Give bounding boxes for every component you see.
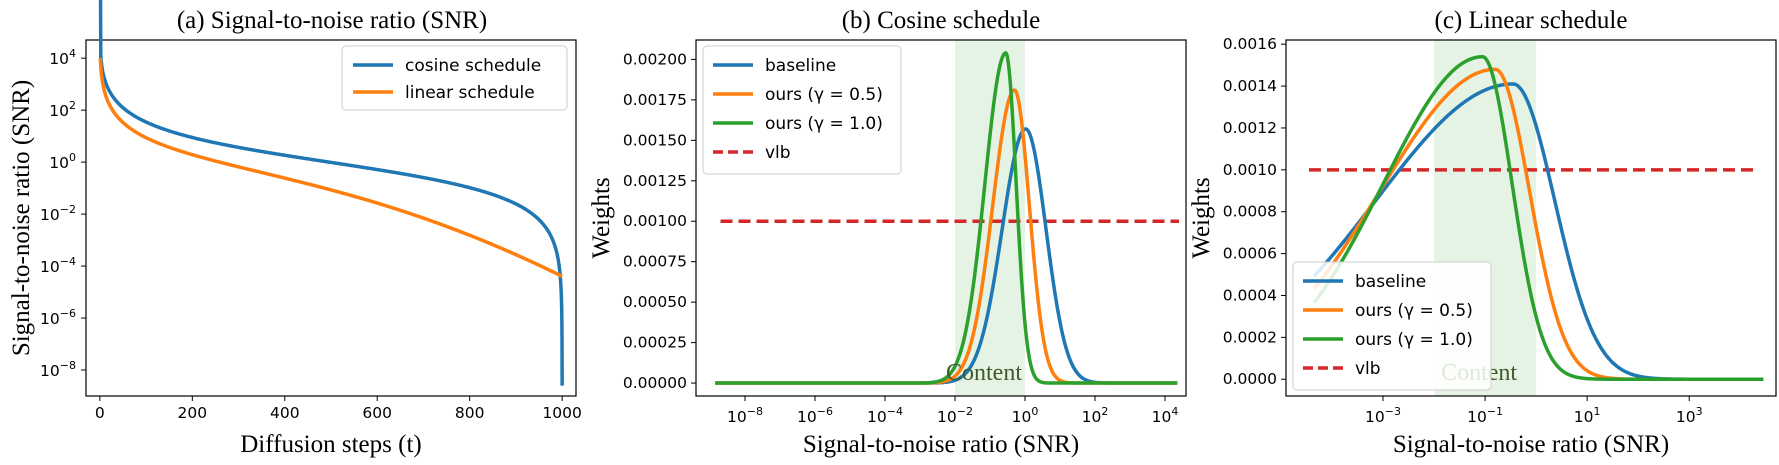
panel-a-xtick-label: 600: [362, 404, 392, 422]
panel-a-xtick-label: 1000: [542, 404, 581, 422]
panel-b-ytick-label: 0.00200: [623, 50, 687, 68]
panel-c-series-line-ours-1-0: [1312, 54, 1764, 381]
panel-b-legend: baseline ours (γ = 0.5) ours (γ = 1.0) v…: [702, 45, 902, 175]
panel-c-ylabel: Weights: [1188, 177, 1215, 258]
legend-label-ours-05: ours (γ = 0.5): [765, 85, 883, 105]
panel-b-ytick-label: 0.00175: [623, 91, 687, 109]
panel-c-legend-box: [1292, 261, 1492, 391]
legend-label-linear: linear schedule: [405, 83, 535, 103]
panel-a-ytick-label: 10−6: [40, 307, 76, 328]
panel-c-legend: baseline ours (γ = 0.5) ours (γ = 1.0) v…: [1292, 261, 1492, 391]
panel-b-xlabel: Signal-to-noise ratio (SNR): [803, 431, 1079, 458]
panel-c-yticks: 0.0000 0.0002 0.0004 0.0006 0.0008 0.0010 0.00…: [1223, 35, 1286, 388]
panel-a-ytick-label: 102: [49, 99, 76, 120]
legend-label-ours-10: ours (γ = 1.0): [765, 114, 883, 134]
legend-label-vlb: vlb: [765, 143, 791, 163]
panel-a-xlabel: Diffusion steps (t): [240, 431, 421, 458]
panel-a-plot: 0 200 400 600 800 1000 10410210010−210−410−61…: [40, 0, 582, 422]
legend-label-vlb-c: vlb: [1355, 359, 1381, 379]
panel-c-title: (c) Linear schedule: [1435, 7, 1628, 34]
panel-c-ytick-label: 0.0006: [1223, 245, 1277, 263]
panel-b-xtick-label: 10−6: [797, 405, 833, 426]
legend-label-ours-05-c: ours (γ = 0.5): [1355, 301, 1473, 321]
panel-b-ytick-label: 0.00050: [623, 293, 687, 311]
panel-b-ytick-label: 0.00000: [623, 374, 687, 392]
panel-b-series: [715, 50, 1179, 385]
panel-c-xtick-label: 101: [1574, 405, 1601, 426]
panel-b-xtick-label: 102: [1082, 405, 1109, 426]
panel-b-title: (b) Cosine schedule: [842, 7, 1041, 34]
panel-a-xtick-label: 400: [270, 404, 300, 422]
panel-a-xtick-label: 200: [178, 404, 208, 422]
panel-b-plot: 10−8 10−6 10−4 10−2 100 102 104 0.00000 0.00025…: [623, 39, 1187, 426]
legend-label-baseline-c: baseline: [1355, 272, 1426, 292]
series-line-cosine-schedule: [98, 0, 564, 386]
panel-c-xlabel: Signal-to-noise ratio (SNR): [1393, 431, 1669, 458]
panel-c-ytick-label: 0.0012: [1223, 119, 1277, 137]
panel-a-ytick-label: 10−4: [40, 255, 76, 276]
panel-a-ytick-label: 100: [49, 151, 76, 172]
panel-b-xticks: 10−8 10−6 10−4 10−2 100 102 104: [727, 396, 1178, 426]
panel-c-series: [1308, 54, 1764, 381]
panel-b-ytick-label: 0.00150: [623, 131, 687, 149]
panel-a-xtick-label: 800: [455, 404, 485, 422]
panel-a-ytick-label: 104: [49, 47, 76, 68]
panel-b-yticks: 0.00000 0.00025 0.00050 0.00075 0.00100 0.001…: [623, 50, 696, 392]
panel-a-title: (a) Signal-to-noise ratio (SNR): [177, 7, 487, 34]
panel-a-ytick-label: 10−8: [40, 359, 76, 380]
panel-c-ytick-label: 0.0016: [1223, 35, 1277, 53]
panel-a-series: [98, 0, 564, 386]
panel-c-ytick-label: 0.0002: [1223, 328, 1277, 346]
panel-c-ytick-label: 0.0014: [1223, 77, 1277, 95]
panel-a-xtick-label: 0: [95, 404, 105, 422]
legend-label-ours-10-c: ours (γ = 1.0): [1355, 330, 1473, 350]
panel-c-ytick-label: 0.0000: [1223, 370, 1277, 388]
panel-c-xtick-label: 10−3: [1365, 405, 1401, 426]
panel-c-xtick-label: 103: [1676, 405, 1703, 426]
panel-c-xticks: 10−3 10−1 101 103: [1365, 396, 1703, 426]
panel-a-ylabel: Signal-to-noise ratio (SNR): [8, 80, 35, 356]
panel-a-legend: cosine schedule linear schedule: [341, 45, 568, 111]
panel-b-ylabel: Weights: [588, 177, 615, 258]
panel-a-snr: (a) Signal-to-noise ratio (SNR) 0 200 400 6…: [8, 0, 582, 458]
panel-b-ytick-label: 0.00125: [623, 172, 687, 190]
panel-b-xtick-label: 10−4: [867, 405, 903, 426]
panel-c-ytick-label: 0.0008: [1223, 203, 1277, 221]
panel-b-xtick-label: 100: [1012, 405, 1039, 426]
panel-b-ytick-label: 0.00025: [623, 334, 687, 352]
panel-a-frame: [85, 39, 577, 397]
panel-b-ytick-label: 0.00075: [623, 253, 687, 271]
panel-c-linear: (c) Linear schedule 10−3 10−1 101 103 0.000…: [1188, 7, 1777, 458]
panel-b-cosine: (b) Cosine schedule 10−8 10−6 10−4 10−2 100 1…: [588, 7, 1187, 458]
panel-c-frame: [1285, 39, 1777, 397]
panel-a-legend-box: [341, 45, 568, 111]
legend-label-baseline: baseline: [765, 56, 836, 76]
series-line-linear-schedule: [98, 58, 563, 278]
panel-b-legend-box: [702, 45, 902, 175]
panel-b-xtick-label: 10−2: [937, 405, 973, 426]
panel-a-xticks: 0 200 400 600 800 1000: [95, 396, 582, 422]
panel-a-yticks: 104 102 100 10−2 10−4 10−6 10−8: [40, 47, 86, 380]
panel-b-ytick-label: 0.00100: [623, 212, 687, 230]
panel-a-ytick-label: 10−2: [40, 203, 76, 224]
legend-label-cosine: cosine schedule: [405, 56, 541, 76]
panel-b-xtick-label: 104: [1152, 405, 1179, 426]
panel-b-frame: [695, 39, 1187, 397]
panel-c-xtick-label: 10−1: [1467, 405, 1503, 426]
panel-b-series-line-ours-1-0: [715, 50, 1178, 385]
panel-c-ytick-label: 0.0010: [1223, 161, 1277, 179]
panel-c-ytick-label: 0.0004: [1223, 286, 1277, 304]
panel-b-xtick-label: 10−8: [727, 405, 763, 426]
panel-b-content-label: Content: [946, 360, 1022, 386]
